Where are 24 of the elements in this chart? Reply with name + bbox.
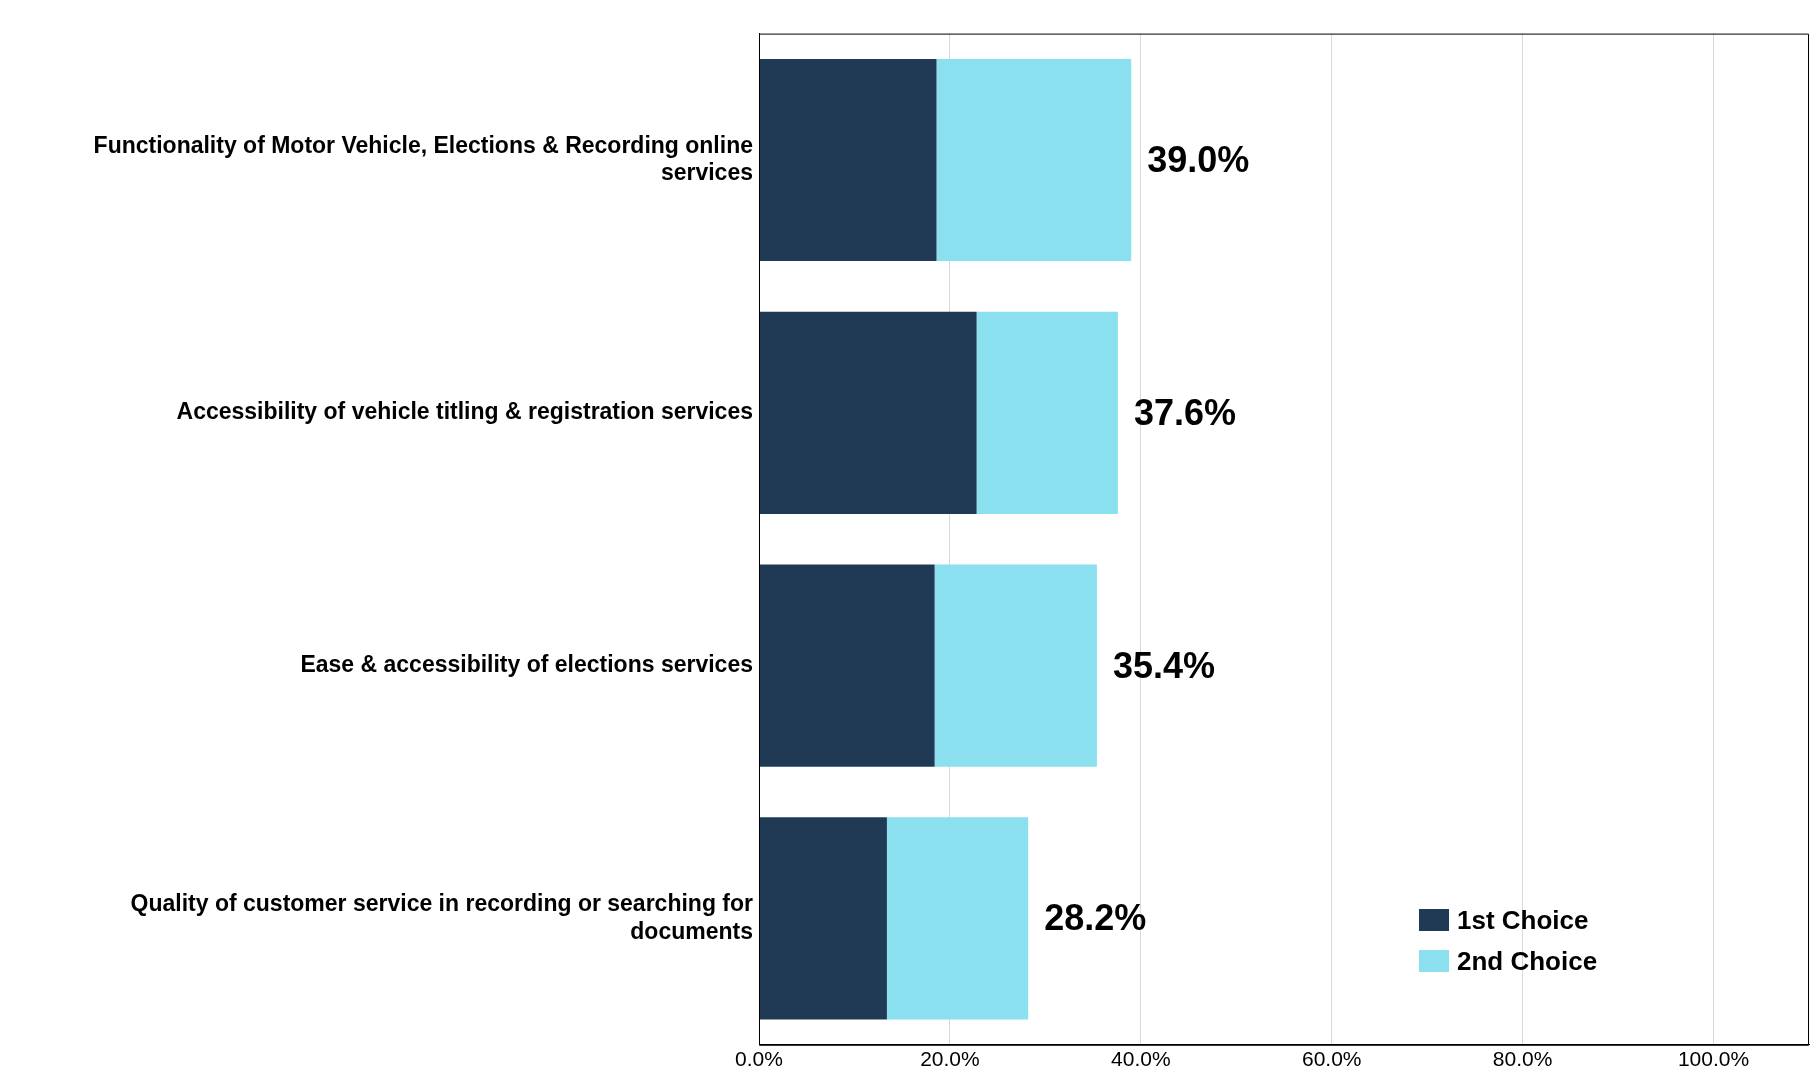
x-tick-label: 100.0% <box>1677 1047 1750 1071</box>
bar <box>759 564 935 767</box>
bar <box>759 58 937 262</box>
total-label: 37.6% <box>1133 391 1236 433</box>
x-tick-label: 80.0% <box>1492 1047 1553 1071</box>
x-tick-label: 20.0% <box>920 1047 980 1071</box>
legend-label: 2nd Choice <box>1457 945 1598 977</box>
y-tick-label: Quality of customer service in recording or searching for documents <box>130 889 754 944</box>
legend-label: 1st Choice <box>1457 904 1589 936</box>
bar <box>934 564 1097 767</box>
bar <box>759 817 887 1020</box>
y-tick-label: Ease & accessibility of elections services <box>300 650 753 677</box>
total-label: 35.4% <box>1112 644 1215 686</box>
y-tick-label: Functionality of Motor Vehicle, Elections & Recording online services <box>93 131 753 186</box>
x-tick-label: 60.0% <box>1301 1047 1362 1071</box>
bar <box>976 311 1118 514</box>
bar <box>936 58 1132 262</box>
y-tick-label: Accessibility of vehicle titling & registration services <box>176 398 753 425</box>
total-label: 39.0% <box>1147 138 1250 180</box>
total-label: 28.2% <box>1044 897 1147 939</box>
bar <box>759 311 977 514</box>
x-tick-label: 40.0% <box>1111 1047 1171 1071</box>
x-tick-label: 0.0% <box>735 1047 783 1071</box>
bar <box>886 817 1029 1020</box>
